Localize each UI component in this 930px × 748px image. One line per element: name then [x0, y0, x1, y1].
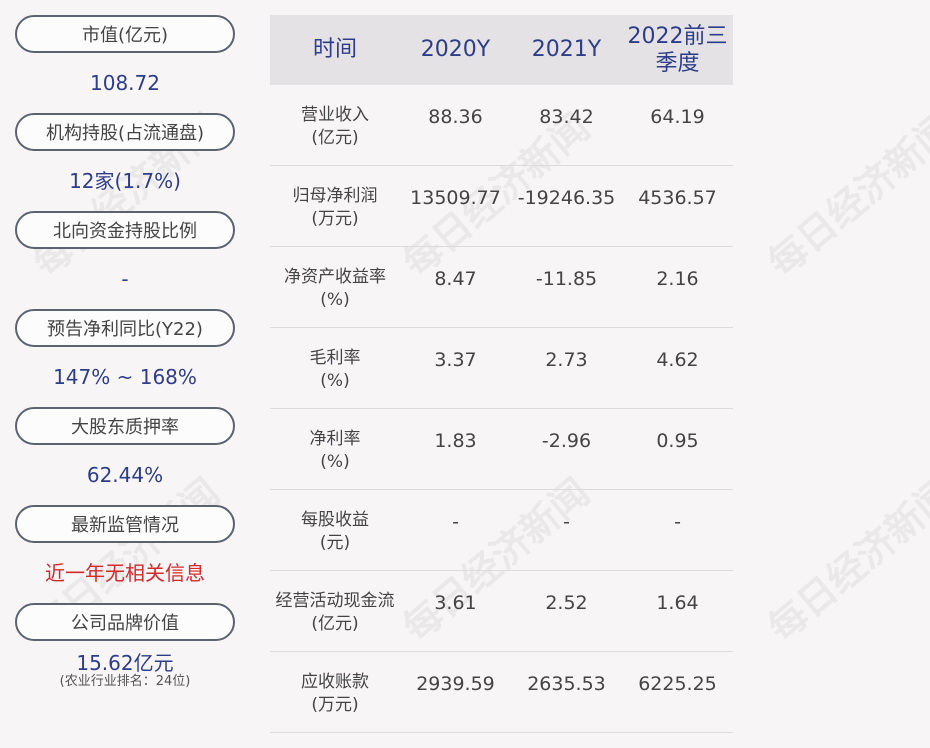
row-label-unit: (万元): [311, 694, 359, 715]
metric-label-profit-forecast: 预告净利同比(Y22): [15, 309, 235, 347]
table-header: 时间 2020Y 2021Y 2022前三季度: [270, 15, 733, 85]
header-2022q3: 2022前三季度: [627, 23, 728, 77]
row-label-unit: (亿元): [311, 613, 359, 634]
row-label-text: 归母净利润: [292, 186, 378, 206]
row-label-text: 应收账款: [301, 672, 369, 692]
row-label: 应收账款 (万元): [270, 671, 400, 717]
row-label-text: 经营活动现金流: [275, 591, 395, 611]
watermark: 每日经济新闻: [759, 105, 930, 286]
metric-label-regulatory: 最新监管情况: [15, 505, 235, 543]
table-row: 应收账款 (万元) 2939.59 2635.53 6225.25: [270, 652, 733, 733]
row-label: 营业收入 (亿元): [270, 104, 400, 150]
cell-2021: 2.73: [545, 349, 588, 371]
cell-2022q3: 0.95: [656, 430, 699, 452]
row-label-text: 每股收益: [301, 510, 369, 530]
watermark: 每日经济新闻: [759, 470, 930, 651]
metric-value-profit-forecast: 147% ~ 168%: [53, 364, 197, 389]
cell-2022q3: 64.19: [650, 106, 705, 128]
table-row: 归母净利润 (万元) 13509.77 -19246.35 4536.57: [270, 166, 733, 247]
cell-2020: 8.47: [434, 268, 477, 290]
cell-2020: 13509.77: [410, 187, 501, 209]
key-metrics-panel: 市值(亿元) 108.72 机构持股(占流通盘) 12家(1.7%) 北向资金持…: [15, 15, 235, 701]
table-row: 毛利率 (%) 3.37 2.73 4.62: [270, 328, 733, 409]
cell-2020: -: [452, 511, 459, 533]
table-row: 净资产收益率 (%) 8.47 -11.85 2.16: [270, 247, 733, 328]
row-label-text: 营业收入: [301, 105, 369, 125]
cell-2020: 3.37: [434, 349, 477, 371]
cell-2021: -2.96: [541, 430, 592, 452]
row-label-text: 净资产收益率: [284, 267, 386, 287]
row-label-unit: (%): [320, 451, 350, 472]
row-label-unit: (万元): [311, 208, 359, 229]
header-period: 时间: [312, 37, 357, 63]
metric-value-institutional: 12家(1.7%): [69, 168, 181, 193]
row-label-text: 净利率: [309, 429, 361, 449]
cell-2021: 2.52: [545, 592, 588, 614]
row-label-unit: (亿元): [311, 127, 359, 148]
row-label: 每股收益 (元): [270, 509, 400, 555]
metric-value-market-cap: 108.72: [90, 70, 160, 95]
financial-table: 时间 2020Y 2021Y 2022前三季度 营业收入 (亿元) 88.36 83.…: [270, 15, 733, 733]
metric-label-institutional: 机构持股(占流通盘): [15, 113, 235, 151]
header-2021: 2021Y: [531, 37, 602, 63]
cell-2020: 88.36: [428, 106, 483, 128]
cell-2021: -19246.35: [517, 187, 616, 209]
row-label: 归母净利润 (万元): [270, 185, 400, 231]
metric-value-regulatory: 近一年无相关信息: [45, 560, 205, 585]
row-label-unit: (%): [320, 370, 350, 391]
cell-2021: 83.42: [539, 106, 594, 128]
cell-2022q3: 4.62: [656, 349, 699, 371]
row-label: 净资产收益率 (%): [270, 266, 400, 312]
cell-2022q3: -: [674, 511, 681, 533]
cell-2020: 3.61: [434, 592, 477, 614]
cell-2021: 2635.53: [527, 673, 606, 695]
metric-value-northbound: -: [121, 266, 129, 291]
metric-label-pledge-ratio: 大股东质押率: [15, 407, 235, 445]
row-label-unit: (%): [320, 289, 350, 310]
cell-2021: -: [563, 511, 570, 533]
cell-2022q3: 6225.25: [638, 673, 717, 695]
brand-value-rank: (农业行业排名：24位): [59, 674, 191, 690]
row-label: 经营活动现金流 (亿元): [270, 590, 400, 636]
cell-2022q3: 1.64: [656, 592, 699, 614]
table-row: 经营活动现金流 (亿元) 3.61 2.52 1.64: [270, 571, 733, 652]
metric-label-northbound: 北向资金持股比例: [15, 211, 235, 249]
row-label-text: 毛利率: [309, 348, 361, 368]
cell-2021: -11.85: [535, 268, 598, 290]
row-label: 净利率 (%): [270, 428, 400, 474]
table-row: 净利率 (%) 1.83 -2.96 0.95: [270, 409, 733, 490]
cell-2022q3: 4536.57: [638, 187, 717, 209]
metric-value-pledge-ratio: 62.44%: [86, 462, 164, 487]
brand-value-amount: 15.62亿元: [76, 651, 174, 676]
cell-2020: 2939.59: [416, 673, 495, 695]
row-label-unit: (元): [319, 532, 351, 553]
cell-2022q3: 2.16: [656, 268, 699, 290]
metric-label-market-cap: 市值(亿元): [15, 15, 235, 53]
row-label: 毛利率 (%): [270, 347, 400, 393]
cell-2020: 1.83: [434, 430, 477, 452]
metric-value-brand-value: 15.62亿元 (农业行业排名：24位): [15, 641, 235, 701]
header-2020: 2020Y: [420, 37, 491, 63]
table-row: 每股收益 (元) - - -: [270, 490, 733, 571]
table-row: 营业收入 (亿元) 88.36 83.42 64.19: [270, 85, 733, 166]
metric-label-brand-value: 公司品牌价值: [15, 603, 235, 641]
